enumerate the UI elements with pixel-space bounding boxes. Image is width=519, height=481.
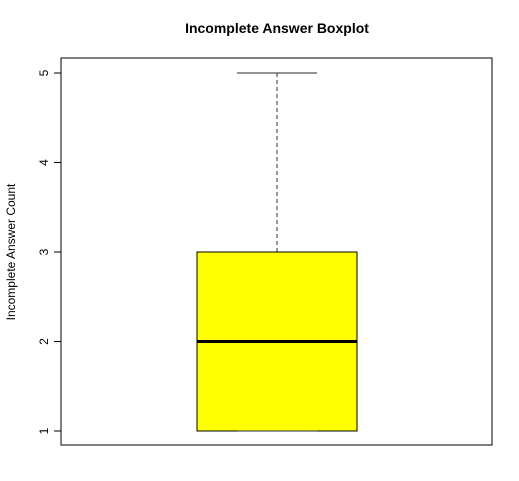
y-tick-label-3: 3 bbox=[37, 248, 51, 255]
boxplot-marks bbox=[196, 72, 358, 432]
y-axis: 1 2 3 4 5 bbox=[37, 69, 62, 434]
y-tick-label-5: 5 bbox=[37, 69, 51, 76]
y-tick-label-4: 4 bbox=[37, 159, 51, 166]
chart-title: Incomplete Answer Boxplot bbox=[185, 20, 369, 36]
box-0 bbox=[196, 72, 358, 432]
y-tick-label-2: 2 bbox=[37, 338, 51, 345]
y-axis-label: Incomplete Answer Count bbox=[4, 183, 18, 320]
y-tick-label-1: 1 bbox=[37, 427, 51, 434]
